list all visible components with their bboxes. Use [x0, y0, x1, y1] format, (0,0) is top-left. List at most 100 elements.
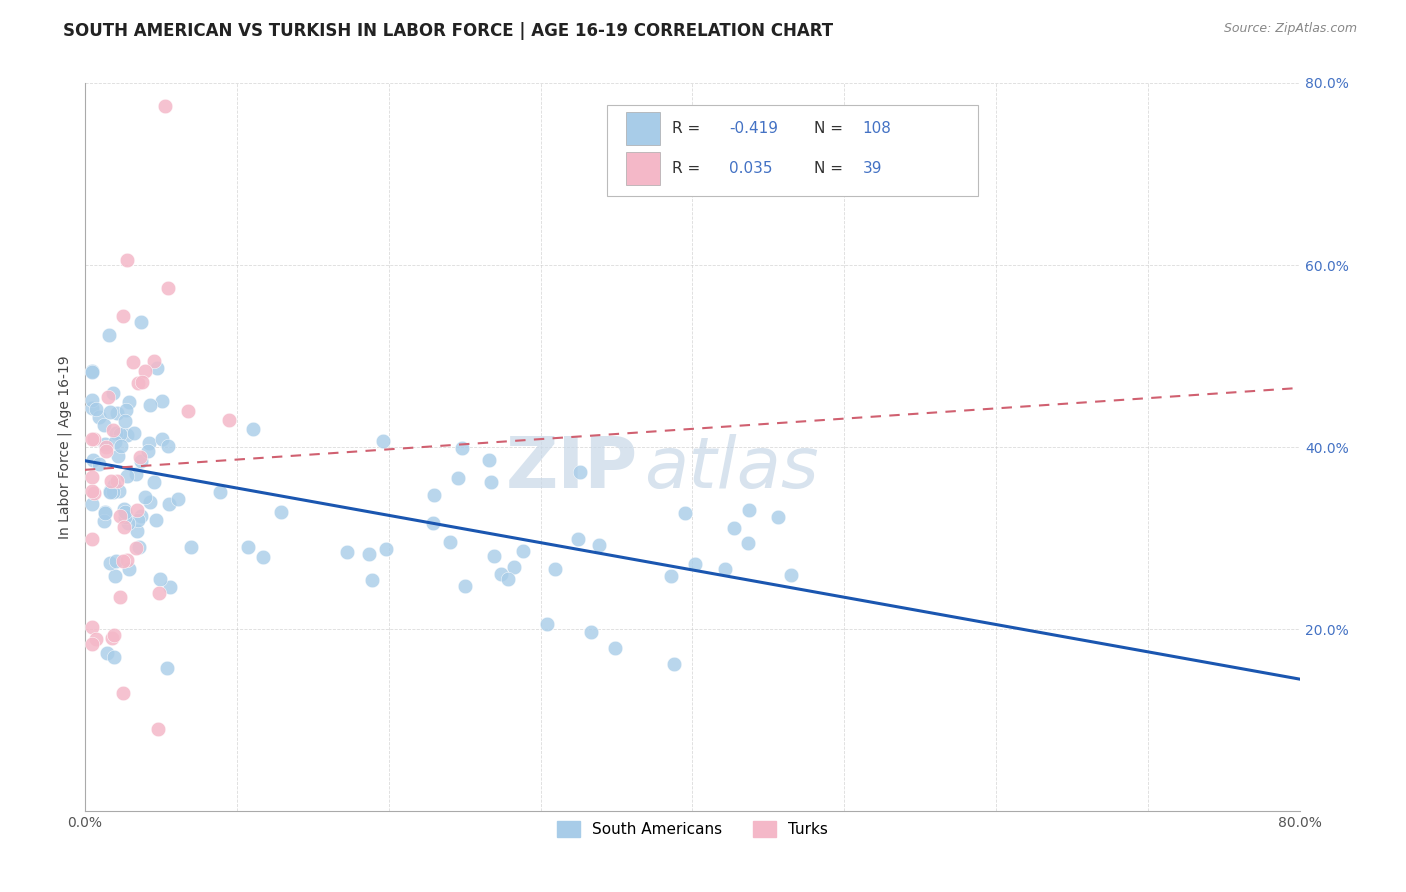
Point [82, 364, 104, 378]
Point [112, 309, 135, 323]
Point [103, 649, 125, 664]
Point [567, 532, 589, 546]
Point [134, 363, 156, 377]
Text: 0.035: 0.035 [728, 161, 772, 176]
Point [103, 478, 125, 492]
Point [100, 556, 122, 570]
Point [737, 535, 759, 549]
Point [129, 509, 152, 524]
Point [242, 422, 264, 436]
Point [714, 562, 737, 576]
Point [673, 506, 696, 520]
Point [683, 557, 706, 571]
Point [129, 454, 152, 468]
Point [104, 554, 127, 568]
Point [167, 491, 190, 506]
Point [579, 625, 602, 640]
Point [118, 395, 141, 409]
FancyBboxPatch shape [607, 104, 979, 196]
Point [738, 503, 761, 517]
Point [104, 569, 127, 583]
Text: ZIP: ZIP [506, 434, 638, 503]
Point [101, 631, 124, 645]
Point [157, 498, 180, 512]
Point [502, 560, 524, 574]
Point [114, 510, 136, 524]
Point [568, 465, 591, 479]
Point [94, 506, 117, 520]
Point [108, 591, 131, 605]
Point [451, 441, 474, 455]
Point [93, 418, 115, 433]
Point [512, 543, 534, 558]
Point [100, 474, 122, 488]
Point [479, 475, 502, 489]
Point [82, 452, 104, 467]
Point [114, 403, 136, 417]
Point [114, 414, 136, 428]
Point [177, 403, 200, 417]
Point [128, 450, 150, 465]
Text: R =: R = [672, 161, 704, 176]
Point [103, 628, 125, 642]
Point [82, 432, 104, 446]
Text: Source: ZipAtlas.com: Source: ZipAtlas.com [1223, 22, 1357, 36]
Point [122, 355, 145, 369]
Point [447, 471, 470, 485]
Point [83, 432, 105, 446]
Point [82, 392, 104, 407]
Point [156, 661, 179, 675]
Text: atlas: atlas [644, 434, 818, 503]
Point [83, 486, 105, 500]
Point [82, 532, 104, 546]
Text: SOUTH AMERICAN VS TURKISH IN LABOR FORCE | AGE 16-19 CORRELATION CHART: SOUTH AMERICAN VS TURKISH IN LABOR FORCE… [63, 22, 834, 40]
Point [422, 516, 444, 530]
Point [104, 435, 127, 450]
Point [662, 657, 685, 671]
Point [143, 354, 166, 368]
Point [336, 545, 359, 559]
Point [180, 540, 202, 554]
Text: N =: N = [814, 161, 848, 176]
Point [150, 432, 173, 446]
Point [157, 281, 180, 295]
Point [361, 573, 384, 587]
Point [136, 443, 159, 458]
Point [236, 540, 259, 554]
Point [218, 413, 240, 427]
Point [107, 483, 129, 498]
Point [156, 439, 179, 453]
Point [357, 547, 380, 561]
Point [82, 637, 104, 651]
Point [87, 409, 110, 424]
Point [117, 253, 139, 268]
Text: 108: 108 [863, 121, 891, 136]
Point [252, 549, 274, 564]
Point [270, 505, 292, 519]
Point [149, 572, 172, 586]
Point [143, 475, 166, 490]
Point [373, 434, 395, 448]
Point [98, 485, 121, 500]
Point [588, 538, 610, 552]
Point [131, 375, 153, 389]
Point [603, 641, 626, 656]
Point [766, 510, 789, 524]
Point [536, 617, 558, 632]
Point [112, 501, 135, 516]
Point [115, 468, 138, 483]
Point [104, 425, 127, 440]
Point [146, 361, 169, 376]
Point [105, 474, 128, 488]
Point [478, 453, 501, 467]
Point [780, 567, 803, 582]
Point [108, 508, 131, 523]
Point [145, 513, 167, 527]
Point [115, 553, 138, 567]
Point [96, 646, 118, 660]
Point [110, 427, 132, 442]
Point [129, 315, 152, 329]
Point [94, 444, 117, 458]
Point [114, 505, 136, 519]
Point [111, 686, 134, 700]
